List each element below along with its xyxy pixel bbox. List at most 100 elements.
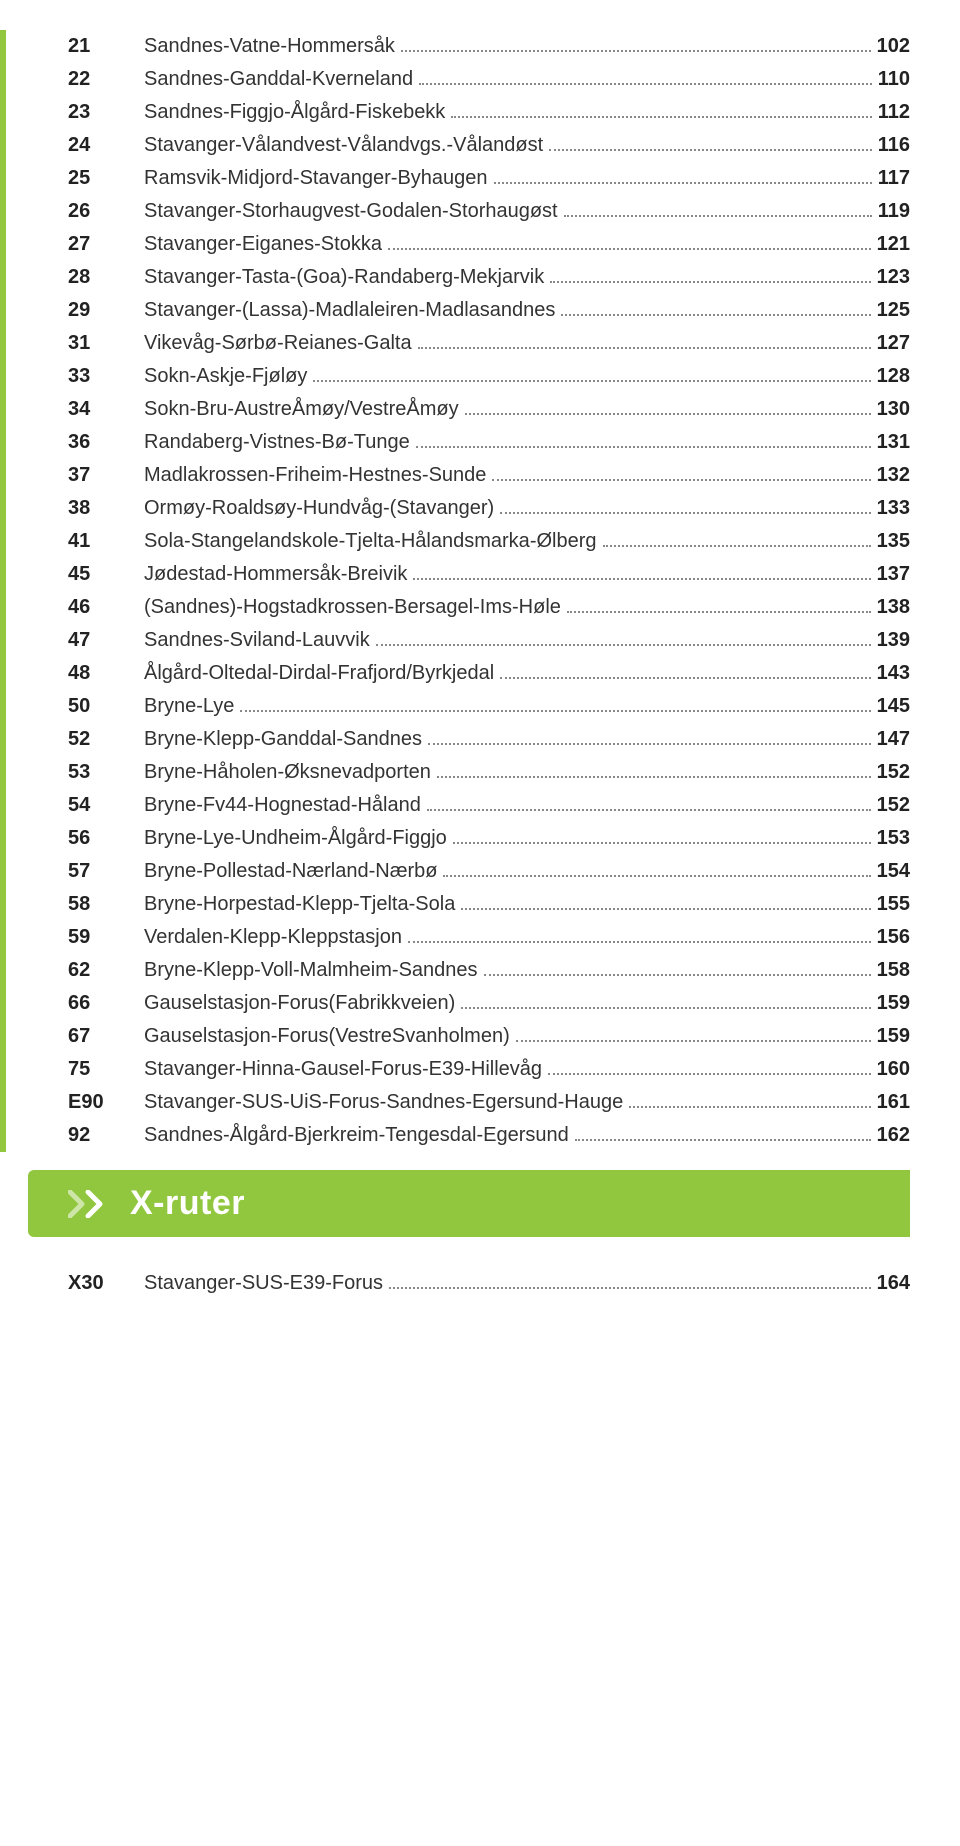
route-row: 37Madlakrossen - Friheim - Hestnes - Sun…	[68, 459, 910, 492]
route-name-wrap: Bryne - Lye - Undheim - Ålgård - FiggjoB…	[144, 827, 877, 850]
route-page: 137	[877, 563, 910, 586]
leader-dots	[428, 743, 871, 745]
route-number: 58	[68, 893, 144, 916]
route-number: 52	[68, 728, 144, 751]
route-name-wrap: Bryne - Klepp - Voll - Malmheim - Sandne…	[144, 959, 877, 982]
route-name-wrap: Sandnes - Ganddal - KvernelandSandnes - …	[144, 68, 878, 91]
route-page: 164	[877, 1272, 910, 1295]
route-page: 119	[878, 200, 910, 223]
route-name-wrap: Madlakrossen - Friheim - Hestnes - Sunde…	[144, 464, 877, 487]
route-name-wrap: Bryne - Håholen - ØksnevadportenBryne - …	[144, 761, 877, 784]
route-name-wrap: Stavanger - SUS - UiS - Forus - Sandnes …	[144, 1091, 877, 1114]
route-row: 23Sandnes - Figgjo - Ålgård - FiskebekkS…	[68, 96, 910, 129]
route-page: 125	[877, 299, 910, 322]
route-page: 130	[877, 398, 910, 421]
leader-dots	[461, 908, 870, 910]
leader-dots	[465, 413, 871, 415]
route-row: 45Jødestad - Hommersåk - BreivikJødestad…	[68, 558, 910, 591]
route-page: 159	[877, 992, 910, 1015]
route-name-wrap: Randaberg - Vistnes - Bø - TungeRandaber…	[144, 431, 877, 454]
route-row: 41Sola - Stangeland skole - Tjelta - Hål…	[68, 525, 910, 558]
route-number: 36	[68, 431, 144, 454]
leader-dots	[603, 545, 871, 547]
leader-dots	[376, 644, 871, 646]
route-page: 123	[877, 266, 910, 289]
route-page: 154	[877, 860, 910, 883]
route-name-wrap: Stavanger - Storhaug vest - Godalen - St…	[144, 200, 878, 223]
route-page: 102	[877, 35, 910, 58]
route-number: 26	[68, 200, 144, 223]
route-row: 36Randaberg - Vistnes - Bø - TungeRandab…	[68, 426, 910, 459]
route-page: 128	[877, 365, 910, 388]
leader-dots	[451, 116, 871, 118]
leader-dots	[549, 149, 872, 151]
route-name-wrap: Jødestad - Hommersåk - BreivikJødestad -…	[144, 563, 877, 586]
route-page: 145	[877, 695, 910, 718]
route-name-wrap: Gausel stasjon - Forus (Fabrikkveien)Gau…	[144, 992, 877, 1015]
route-row: 38Ormøy - Roaldsøy - Hundvåg - (Stavange…	[68, 492, 910, 525]
route-page: 133	[877, 497, 910, 520]
route-number: 54	[68, 794, 144, 817]
route-number: 59	[68, 926, 144, 949]
route-name-wrap: Sandnes - Ålgård - Bjerkreim - Tengesdal…	[144, 1124, 877, 1147]
leader-dots	[437, 776, 871, 778]
route-page: 117	[878, 167, 910, 190]
route-number: 37	[68, 464, 144, 487]
content-area-x: X30Stavanger - SUS - E39 - ForusStavange…	[0, 1267, 910, 1300]
route-name-wrap: Sandnes - Sviland - LauvvikSandnes - Svi…	[144, 629, 877, 652]
leader-dots	[389, 1287, 871, 1289]
route-page: 161	[877, 1091, 910, 1114]
route-row: 62Bryne - Klepp - Voll - Malmheim - Sand…	[68, 954, 910, 987]
route-row: 54Bryne - Fv 44 - Hognestad - HålandBryn…	[68, 789, 910, 822]
route-row: 34Sokn - Bru - Austre Åmøy / Vestre Åmøy…	[68, 393, 910, 426]
route-name-wrap: Ormøy - Roaldsøy - Hundvåg - (Stavanger)…	[144, 497, 877, 520]
route-number: 27	[68, 233, 144, 256]
content-area: 21Sandnes - Vatne - HommersåkSandnes - V…	[0, 30, 910, 1152]
route-number: 56	[68, 827, 144, 850]
route-name-wrap: Sokn - Bru - Austre Åmøy / Vestre ÅmøySo…	[144, 398, 877, 421]
route-number: 21	[68, 35, 144, 58]
route-page: 139	[877, 629, 910, 652]
route-row: 53Bryne - Håholen - ØksnevadportenBryne …	[68, 756, 910, 789]
route-number: 24	[68, 134, 144, 157]
route-number: E90	[68, 1091, 144, 1114]
route-row: 21Sandnes - Vatne - HommersåkSandnes - V…	[68, 30, 910, 63]
leader-dots	[313, 380, 870, 382]
chevron-right-icon	[68, 1190, 112, 1218]
leader-dots	[419, 83, 872, 85]
route-row: 28Stavanger - Tasta - (Goa) - Randaberg …	[68, 261, 910, 294]
route-row: 52Bryne - Klepp - Ganddal - SandnesBryne…	[68, 723, 910, 756]
route-row: X30Stavanger - SUS - E39 - ForusStavange…	[68, 1267, 910, 1300]
route-row: 66Gausel stasjon - Forus (Fabrikkveien)G…	[68, 987, 910, 1020]
route-page: 147	[877, 728, 910, 751]
route-row: 58Bryne - Horpestad - Klepp - Tjelta - S…	[68, 888, 910, 921]
route-number: 28	[68, 266, 144, 289]
route-name-wrap: Verdalen - Klepp - Klepp stasjonVerdalen…	[144, 926, 877, 949]
leader-dots	[550, 281, 870, 283]
route-name-wrap: Bryne - Fv 44 - Hognestad - HålandBryne …	[144, 794, 877, 817]
route-name-wrap: Bryne - Klepp - Ganddal - SandnesBryne -…	[144, 728, 877, 751]
route-number: 31	[68, 332, 144, 355]
route-page: 158	[877, 959, 910, 982]
route-row: 24Stavanger - Våland vest - Våland vgs. …	[68, 129, 910, 162]
route-number: 46	[68, 596, 144, 619]
leader-dots	[494, 182, 872, 184]
route-page: 132	[877, 464, 910, 487]
route-row: 26Stavanger - Storhaug vest - Godalen - …	[68, 195, 910, 228]
leader-dots	[240, 710, 870, 712]
leader-dots	[427, 809, 871, 811]
leader-dots	[388, 248, 871, 250]
leader-dots	[500, 677, 870, 679]
leader-dots	[500, 512, 870, 514]
leader-dots	[567, 611, 871, 613]
route-number: 53	[68, 761, 144, 784]
leader-dots	[461, 1007, 870, 1009]
route-row: E90Stavanger - SUS - UiS - Forus - Sandn…	[68, 1086, 910, 1119]
leader-dots	[561, 314, 870, 316]
route-number: 57	[68, 860, 144, 883]
route-page: 143	[877, 662, 910, 685]
leader-dots	[443, 875, 870, 877]
route-page: 110	[878, 68, 910, 91]
route-number: 47	[68, 629, 144, 652]
leader-dots	[548, 1073, 871, 1075]
